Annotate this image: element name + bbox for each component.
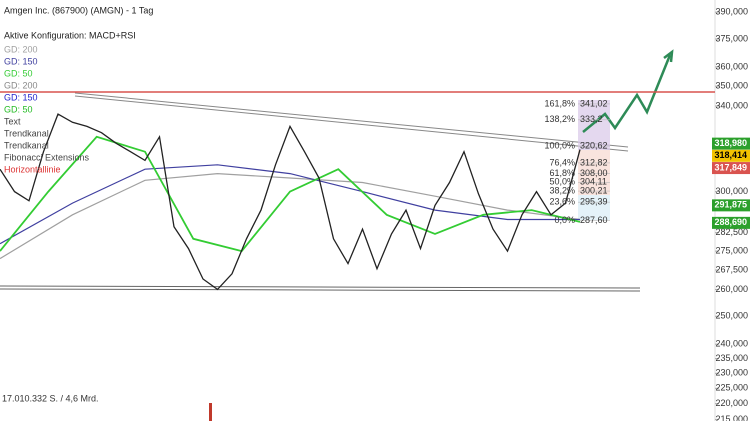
legend-entry: Trendkanal (4, 128, 49, 138)
y-tick-label: 300,000 (715, 186, 748, 196)
moving-average (0, 164, 580, 245)
price-badge-label: 291,875 (714, 200, 747, 210)
fib-percent: 38,2% (549, 185, 575, 195)
y-tick-label: 240,000 (715, 339, 748, 349)
legend-entry: Text (4, 116, 21, 126)
moving-average (0, 135, 581, 253)
legend-entry: Trendkanal (4, 140, 49, 150)
y-tick-label: 282,500 (715, 227, 748, 237)
fib-price: 308,00 (580, 168, 608, 178)
legend-entry: GD: 150 (4, 56, 38, 66)
forecast-arrow (582, 54, 672, 133)
price-line (0, 113, 581, 291)
fib-percent: 76,4% (549, 157, 575, 167)
volume-bar (209, 403, 212, 421)
fib-price: 295,39 (580, 197, 608, 207)
y-tick-label: 390,000 (715, 7, 748, 17)
fib-percent: 138,2% (544, 114, 575, 124)
price-badge (712, 216, 750, 229)
y-tick-label: 220,000 (715, 398, 748, 408)
fib-price: 300,21 (580, 185, 608, 195)
legend-entry: Fibonacci Extensions (4, 152, 90, 162)
y-tick-label: 275,000 (715, 245, 748, 255)
fib-price: 341,02 (580, 98, 608, 108)
price-badge (712, 149, 750, 162)
fib-zone (578, 195, 610, 220)
legend-entry: Horizontallinie (4, 164, 61, 174)
fib-price: 312,82 (580, 157, 608, 167)
trend-line (74, 92, 629, 148)
fib-percent: 50,0% (549, 177, 575, 187)
arrow-head (663, 49, 674, 63)
legend-entry: GD: 50 (4, 68, 33, 78)
fib-percent: 161,8% (544, 98, 575, 108)
y-tick-label: 230,000 (715, 368, 748, 378)
trend-line (0, 285, 641, 289)
y-tick-label: 350,000 (715, 81, 748, 91)
legend-entry: GD: 150 (4, 92, 38, 102)
trend-line (74, 95, 629, 152)
fib-percent: 0,0% (554, 215, 575, 225)
price-badge-label: 317,849 (714, 162, 747, 172)
legend-entry: GD: 200 (4, 80, 38, 90)
price-badge (712, 137, 750, 150)
fib-price: 304,11 (580, 177, 607, 187)
fib-zone (578, 150, 610, 195)
price-badge-label: 318,414 (714, 150, 747, 160)
legend-entry: GD: 200 (4, 44, 38, 54)
fib-zone (578, 100, 610, 150)
fib-price: 320,62 (580, 141, 608, 151)
fib-price: 287,60 (580, 215, 608, 225)
price-badge-label: 288,690 (714, 217, 747, 227)
y-tick-label: 340,000 (715, 100, 748, 110)
fib-percent: 23,6% (549, 197, 575, 207)
trend-line (0, 288, 641, 292)
price-badge (712, 162, 750, 175)
price-badge-label: 318,980 (714, 138, 747, 148)
fib-price: 333,2 (580, 114, 603, 124)
fib-percent: 100,0% (544, 141, 575, 151)
y-tick-label: 225,000 (715, 383, 748, 393)
price-badge (712, 199, 750, 212)
y-tick-label: 360,000 (715, 61, 748, 71)
y-tick-label: 235,000 (715, 353, 748, 363)
y-tick-label: 250,000 (715, 311, 748, 321)
y-tick-label: 267,500 (715, 264, 748, 274)
y-tick-label: 215,000 (715, 414, 748, 421)
subtitle: Aktive Konfiguration: MACD+RSI (4, 30, 136, 40)
fib-percent: 61,8% (549, 168, 575, 178)
y-tick-label: 260,000 (715, 284, 748, 294)
legend-entry: GD: 50 (4, 104, 33, 114)
chart-title: Amgen Inc. (867900) (AMGN) - 1 Tag (4, 5, 153, 15)
volume-label: 17.010.332 S. / 4,6 Mrd. (2, 393, 99, 403)
y-tick-label: 375,000 (715, 33, 748, 43)
